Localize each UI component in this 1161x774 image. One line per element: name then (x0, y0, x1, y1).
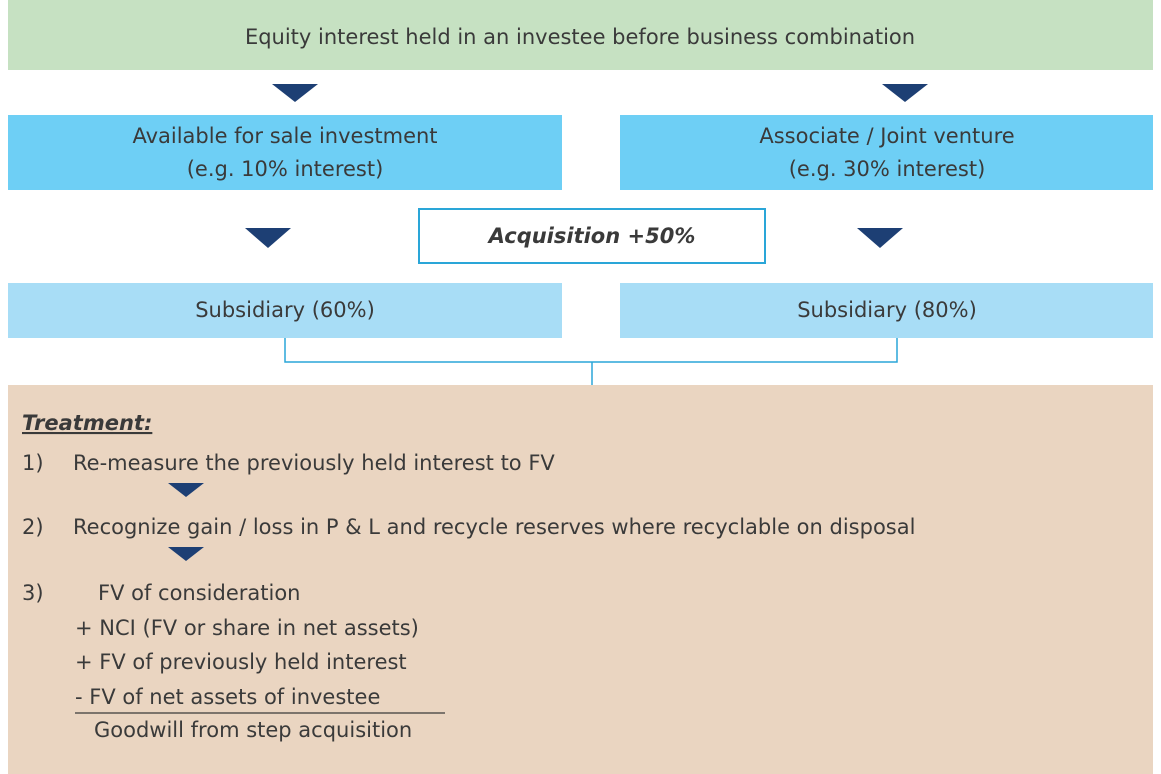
right-result: Subsidiary (80%) (797, 298, 977, 322)
arrow (168, 547, 204, 561)
step-text: Recognize gain / loss in P & L and recyc… (73, 515, 915, 539)
step-number: 1) (22, 451, 44, 475)
calc-line: - FV of net assets of investee (75, 685, 380, 709)
left-box-line: (e.g. 10% interest) (187, 157, 384, 181)
calc-line: + NCI (FV or share in net assets) (75, 616, 419, 640)
connector (284, 338, 898, 363)
header-box (8, 0, 1153, 70)
step-number: 2) (22, 515, 44, 539)
right-result-box (620, 283, 1153, 338)
arrow (245, 228, 291, 248)
arrow (882, 84, 928, 102)
treatment-box (8, 385, 1153, 774)
right-box-line: Associate / Joint venture (759, 124, 1014, 148)
left-result: Subsidiary (60%) (195, 298, 375, 322)
arrow (857, 228, 903, 248)
header-title: Equity interest held in an investee befo… (245, 25, 915, 49)
calc-line: Goodwill from step acquisition (94, 718, 412, 742)
step-number: 3) (22, 581, 44, 605)
calc-line: + FV of previously held interest (75, 650, 407, 674)
left-box-line: Available for sale investment (132, 124, 437, 148)
left-box (8, 115, 562, 190)
step-text: FV of consideration (98, 581, 301, 605)
acquisition-box (418, 208, 766, 264)
treatment-title: Treatment: (22, 411, 152, 435)
step-text: Re-measure the previously held interest … (73, 451, 555, 475)
acquisition-label: Acquisition +50% (487, 224, 696, 248)
arrow (168, 483, 204, 497)
left-result-box (8, 283, 562, 338)
right-box-line: (e.g. 30% interest) (789, 157, 986, 181)
arrow (272, 84, 318, 102)
right-box (620, 115, 1153, 190)
